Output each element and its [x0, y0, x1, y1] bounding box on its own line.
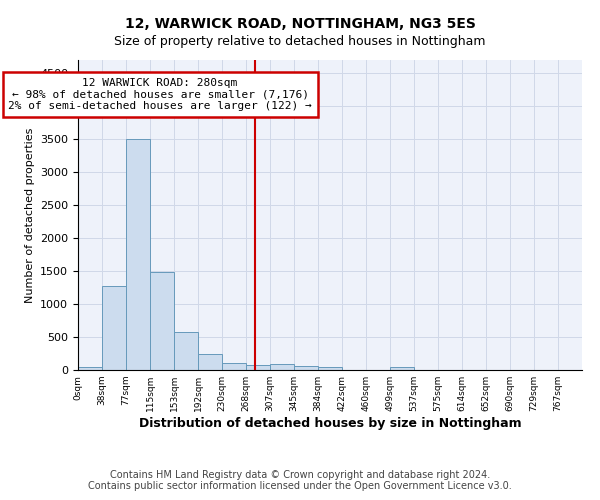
Bar [246, 365, 270, 370]
Bar [102, 286, 126, 370]
Text: 12, WARWICK ROAD, NOTTINGHAM, NG3 5ES: 12, WARWICK ROAD, NOTTINGHAM, NG3 5ES [125, 18, 475, 32]
Bar [174, 332, 198, 370]
X-axis label: Distribution of detached houses by size in Nottingham: Distribution of detached houses by size … [139, 417, 521, 430]
Bar [318, 368, 342, 370]
Text: Contains HM Land Registry data © Crown copyright and database right 2024.: Contains HM Land Registry data © Crown c… [110, 470, 490, 480]
Text: 12 WARWICK ROAD: 280sqm
← 98% of detached houses are smaller (7,176)
2% of semi-: 12 WARWICK ROAD: 280sqm ← 98% of detache… [8, 78, 312, 111]
Bar [150, 272, 174, 370]
Bar [390, 368, 414, 370]
Bar [198, 354, 222, 370]
Text: Size of property relative to detached houses in Nottingham: Size of property relative to detached ho… [114, 35, 486, 48]
Bar [126, 139, 150, 370]
Bar [78, 368, 102, 370]
Bar [294, 366, 318, 370]
Text: Contains public sector information licensed under the Open Government Licence v3: Contains public sector information licen… [88, 481, 512, 491]
Y-axis label: Number of detached properties: Number of detached properties [25, 128, 35, 302]
Bar [222, 362, 246, 370]
Bar [270, 364, 294, 370]
